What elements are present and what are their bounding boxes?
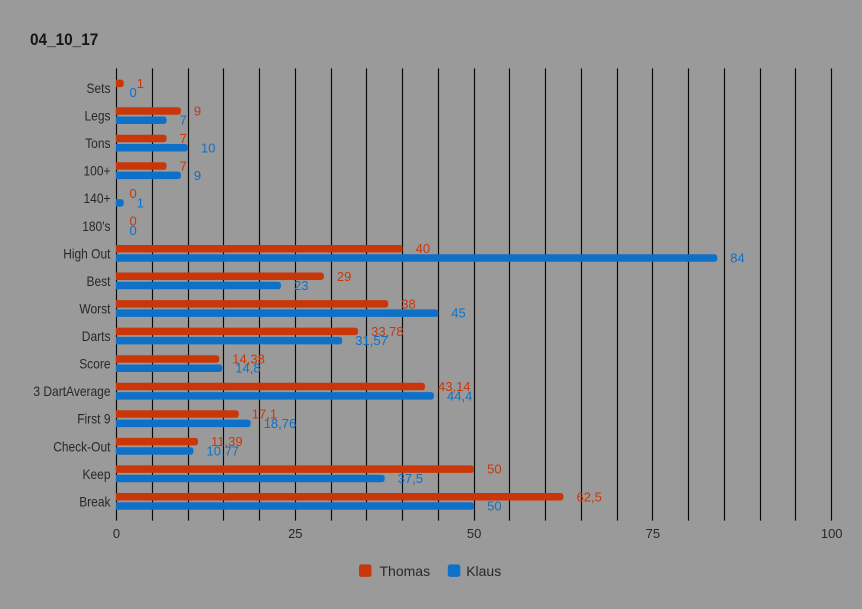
svg-text:Best: Best (87, 273, 111, 289)
svg-text:50: 50 (487, 499, 501, 514)
svg-text:9: 9 (194, 168, 201, 183)
svg-text:50: 50 (467, 526, 481, 541)
svg-text:18,76: 18,76 (264, 416, 297, 431)
svg-text:84: 84 (730, 251, 744, 266)
svg-text:10: 10 (201, 140, 215, 155)
svg-text:25: 25 (288, 526, 302, 541)
svg-text:Klaus: Klaus (466, 563, 501, 579)
svg-text:High Out: High Out (63, 245, 110, 261)
svg-text:23: 23 (294, 278, 308, 293)
svg-text:Keep: Keep (83, 466, 111, 482)
svg-text:1: 1 (137, 195, 144, 210)
svg-text:40: 40 (416, 241, 430, 256)
svg-text:9: 9 (194, 103, 201, 118)
svg-text:1: 1 (137, 76, 144, 91)
svg-text:180's: 180's (82, 218, 110, 234)
svg-text:0: 0 (113, 526, 120, 541)
svg-text:50: 50 (487, 462, 501, 477)
svg-text:04_10_17: 04_10_17 (30, 30, 98, 49)
svg-text:11,39: 11,39 (211, 434, 243, 449)
svg-text:44,4: 44,4 (447, 388, 472, 403)
svg-text:0: 0 (130, 85, 137, 100)
svg-text:17,1: 17,1 (252, 407, 277, 422)
svg-text:7: 7 (180, 159, 187, 174)
svg-text:62,5: 62,5 (577, 489, 602, 504)
svg-text:0: 0 (130, 186, 137, 201)
svg-text:Worst: Worst (79, 301, 110, 317)
svg-text:Break: Break (79, 493, 111, 509)
svg-text:14,8: 14,8 (235, 361, 260, 376)
svg-text:100+: 100+ (84, 163, 111, 179)
svg-text:29: 29 (337, 269, 351, 284)
svg-text:75: 75 (646, 526, 660, 541)
svg-text:7: 7 (180, 113, 187, 128)
svg-text:31,57: 31,57 (355, 333, 388, 348)
svg-text:45: 45 (451, 306, 465, 321)
svg-text:0: 0 (130, 214, 137, 229)
svg-text:Thomas: Thomas (380, 563, 431, 579)
svg-text:37,5: 37,5 (398, 471, 423, 486)
svg-text:Darts: Darts (82, 328, 111, 344)
svg-text:140+: 140+ (84, 190, 111, 206)
svg-text:14,38: 14,38 (232, 351, 265, 366)
svg-text:First 9: First 9 (77, 411, 110, 427)
svg-text:0: 0 (130, 223, 137, 238)
svg-text:38: 38 (401, 296, 415, 311)
svg-text:3 DartAverage: 3 DartAverage (33, 383, 110, 399)
svg-text:Score: Score (79, 356, 110, 372)
svg-text:43,14: 43,14 (438, 379, 471, 394)
svg-text:Check-Out: Check-Out (53, 438, 110, 454)
svg-text:33,78: 33,78 (371, 324, 404, 339)
svg-text:Sets: Sets (87, 80, 111, 96)
svg-text:7: 7 (180, 131, 187, 146)
svg-text:Legs: Legs (85, 108, 111, 124)
svg-text:Tons: Tons (85, 135, 110, 151)
svg-text:100: 100 (821, 526, 843, 541)
svg-text:10,77: 10,77 (207, 443, 240, 458)
